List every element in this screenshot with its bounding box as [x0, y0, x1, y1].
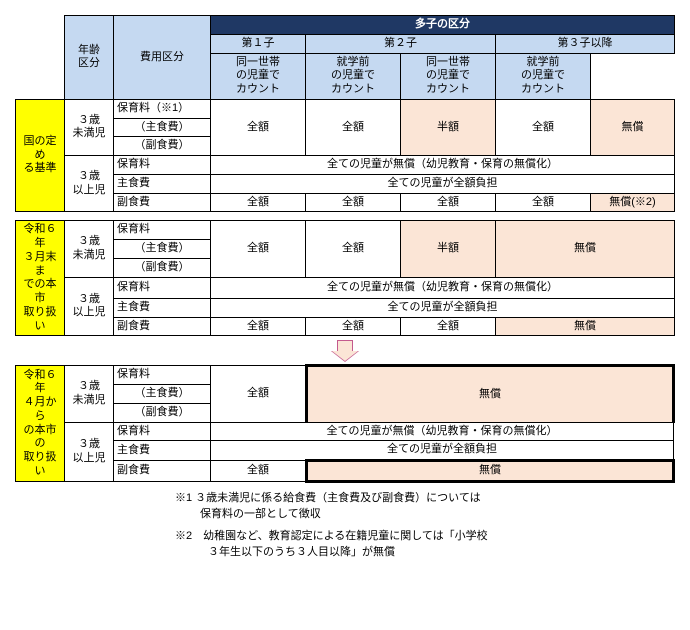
cell: 半額 — [401, 221, 496, 277]
hdr-c3a: 同一世帯 の児童で カウント — [401, 53, 496, 99]
fee: （副食費） — [114, 137, 211, 156]
section-national: 国の定め る基準 — [16, 99, 65, 212]
cell: 全額 — [306, 317, 401, 336]
table-future: 令和６年 ４月から の本市の 取り扱い ３歳 未満児 保育料 全額 無償 （主食… — [15, 364, 675, 483]
fee: 副食費 — [114, 461, 211, 482]
hdr-c1: 第１子 — [211, 34, 306, 53]
cell-allfree: 全ての児童が無償（幼児教育・保育の無償化） — [211, 277, 675, 298]
cell: 全額 — [496, 193, 591, 212]
note-1: ※1 ３歳未満児に係る給食費（主食費及び副食費）については 保育料の一部として徴… — [175, 491, 675, 523]
arrow-down-icon — [15, 340, 675, 360]
hdr-c2a: 同一世帯 の児童で カウント — [211, 53, 306, 99]
age-under3: ３歳 未満児 — [65, 99, 114, 155]
table-national: 年齢 区分 費用区分 多子の区分 第１子 第２子 第３子以降 同一世帯 の児童で… — [15, 15, 675, 212]
hdr-fee: 費用区分 — [114, 16, 211, 100]
cell: 全額 — [306, 221, 401, 277]
cell: 全額 — [211, 366, 307, 422]
cell-allfull: 全ての児童が全額負担 — [211, 174, 675, 193]
cell: 半額 — [401, 99, 496, 155]
cell: 全額 — [211, 221, 306, 277]
hdr-c3: 第３子以降 — [496, 34, 675, 53]
hdr-age: 年齢 区分 — [65, 16, 114, 100]
fee: （副食費） — [114, 258, 211, 277]
fee: 保育料 — [114, 156, 211, 175]
cell: 全額 — [211, 317, 306, 336]
cell: 全額 — [211, 461, 307, 482]
cell: 全額 — [496, 99, 591, 155]
fee: （主食費） — [114, 118, 211, 137]
hdr-c3b: 就学前 の児童で カウント — [496, 53, 591, 99]
cell-highlight: 無償 — [307, 366, 674, 422]
cell: 全額 — [401, 317, 496, 336]
cell-allfree: 全ての児童が無償（幼児教育・保育の無償化） — [211, 422, 674, 441]
fee: 保育料（※1） — [114, 99, 211, 118]
cell: 全額 — [211, 193, 306, 212]
cell: 無償 — [496, 221, 675, 277]
table-current: 令和６年 ３月末ま での本市 取り扱い ３歳 未満児 保育料 全額 全額 半額 … — [15, 220, 675, 336]
fee: 主食費 — [114, 174, 211, 193]
note-2: ※2 幼稚園など、教育認定による在籍児童に関しては「小学校 ３年生以下のうち３人… — [175, 529, 675, 561]
cell-allfull: 全ての児童が全額負担 — [211, 441, 674, 461]
cell-highlight: 無償 — [307, 461, 674, 482]
fee: （副食費） — [114, 403, 211, 422]
fee: 副食費 — [114, 317, 211, 336]
cell: 全額 — [306, 193, 401, 212]
fee: （主食費） — [114, 385, 211, 404]
cell-allfree: 全ての児童が無償（幼児教育・保育の無償化） — [211, 156, 675, 175]
cell-allfull: 全ての児童が全額負担 — [211, 298, 675, 317]
cell: 全額 — [211, 99, 306, 155]
cell: 無償(※2) — [591, 193, 675, 212]
age-over3: ３歳 以上児 — [65, 422, 114, 481]
fee: 主食費 — [114, 441, 211, 461]
fee: 保育料 — [114, 422, 211, 441]
age-over3: ３歳 以上児 — [65, 277, 114, 336]
section-future: 令和６年 ４月から の本市の 取り扱い — [16, 366, 65, 482]
fee: （主食費） — [114, 240, 211, 259]
fee: 副食費 — [114, 193, 211, 212]
age-under3: ３歳 未満児 — [65, 366, 114, 422]
section-current: 令和６年 ３月末ま での本市 取り扱い — [16, 221, 65, 336]
cell: 無償 — [496, 317, 675, 336]
hdr-c2: 第２子 — [306, 34, 496, 53]
notes: ※1 ３歳未満児に係る給食費（主食費及び副食費）については 保育料の一部として徴… — [175, 491, 675, 561]
fee: 保育料 — [114, 366, 211, 385]
cell: 全額 — [401, 193, 496, 212]
age-over3: ３歳 以上児 — [65, 156, 114, 212]
fee: 主食費 — [114, 298, 211, 317]
hdr-c2b: 就学前 の児童で カウント — [306, 53, 401, 99]
age-under3: ３歳 未満児 — [65, 221, 114, 277]
fee: 保育料 — [114, 221, 211, 240]
cell: 無償 — [591, 99, 675, 155]
cell: 全額 — [306, 99, 401, 155]
hdr-multi: 多子の区分 — [211, 16, 675, 35]
fee: 保育料 — [114, 277, 211, 298]
